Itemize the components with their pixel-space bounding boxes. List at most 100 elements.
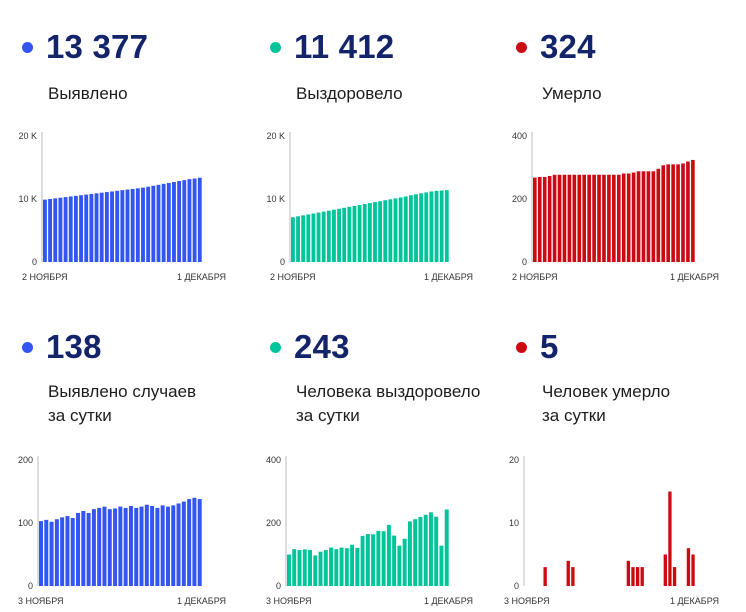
- bar: [39, 521, 43, 586]
- bar: [337, 208, 341, 262]
- bar: [49, 521, 54, 586]
- bar: [58, 197, 63, 262]
- y-tick-label: 200: [18, 455, 33, 465]
- stat-value: 243: [294, 328, 350, 365]
- bar: [318, 551, 323, 586]
- bar: [371, 534, 376, 586]
- stat-label: за сутки: [48, 406, 112, 425]
- bar: [301, 215, 306, 262]
- bar: [547, 176, 552, 262]
- y-tick-label: 200: [512, 194, 527, 204]
- bar: [135, 188, 140, 262]
- bar: [311, 213, 316, 262]
- legend-dot: [22, 42, 33, 53]
- stat-value: 5: [540, 328, 559, 365]
- y-tick-label: 10 K: [18, 194, 37, 204]
- bar: [118, 506, 123, 586]
- y-tick-label: 10: [509, 518, 519, 528]
- x-tick-label: 3 НОЯБРЯ: [18, 596, 64, 606]
- bar: [160, 505, 165, 586]
- bar: [107, 509, 112, 586]
- bar: [144, 504, 149, 586]
- bar: [321, 211, 326, 262]
- x-tick-label: 1 ДЕКАБРЯ: [670, 596, 719, 606]
- y-tick-label: 0: [514, 581, 519, 591]
- stat-label: Выявлено: [48, 84, 128, 103]
- bar: [43, 199, 47, 262]
- bar: [640, 567, 644, 586]
- bar: [444, 509, 449, 586]
- bar: [418, 517, 423, 586]
- bar: [139, 506, 144, 586]
- y-tick-label: 200: [266, 518, 281, 528]
- bar: [562, 174, 567, 262]
- y-tick-label: 100: [18, 518, 33, 528]
- bar: [533, 177, 537, 262]
- legend-dot: [22, 342, 33, 353]
- bar: [602, 174, 606, 262]
- bar: [182, 180, 187, 262]
- bar: [381, 531, 386, 586]
- bar: [44, 519, 49, 586]
- bar: [537, 176, 542, 262]
- bar: [439, 190, 444, 262]
- bar: [177, 181, 182, 262]
- bar: [414, 194, 418, 262]
- bar: [334, 549, 339, 586]
- bar: [373, 202, 377, 262]
- y-tick-label: 20: [509, 455, 519, 465]
- bar: [686, 548, 691, 586]
- bar: [651, 171, 656, 262]
- bar: [626, 560, 630, 586]
- bar: [635, 567, 640, 586]
- bar: [444, 190, 449, 262]
- stat-label: Выздоровело: [296, 84, 403, 103]
- bar: [626, 173, 631, 263]
- bar: [302, 549, 307, 586]
- bar: [567, 174, 572, 262]
- bar: [329, 547, 334, 586]
- bar: [115, 190, 120, 262]
- bar: [97, 507, 102, 586]
- bar: [332, 209, 336, 262]
- bar: [439, 545, 444, 586]
- bar: [543, 567, 547, 586]
- bar: [125, 189, 130, 262]
- bar: [582, 174, 587, 262]
- y-tick-label: 20 K: [266, 131, 285, 141]
- stat-label: Умерло: [542, 84, 602, 103]
- x-tick-label: 1 ДЕКАБРЯ: [670, 272, 719, 282]
- bar: [104, 192, 109, 262]
- bar: [166, 182, 171, 262]
- stat-value: 324: [540, 28, 596, 65]
- y-tick-label: 400: [266, 455, 281, 465]
- y-tick-label: 10 K: [266, 194, 285, 204]
- bar: [197, 499, 202, 586]
- bar: [99, 192, 104, 262]
- bar: [413, 519, 418, 586]
- bar: [155, 507, 160, 586]
- bar: [429, 191, 434, 262]
- bar: [646, 171, 651, 262]
- legend-dot: [270, 42, 281, 53]
- bar: [151, 185, 156, 262]
- bar: [552, 174, 557, 262]
- bar: [397, 545, 402, 586]
- bar: [128, 505, 133, 586]
- bar: [597, 174, 601, 262]
- bar: [434, 516, 439, 586]
- stat-label: Человека выздоровело: [296, 382, 481, 401]
- bar: [84, 194, 89, 262]
- bar: [54, 519, 59, 586]
- bar: [631, 172, 636, 262]
- bar: [165, 506, 170, 586]
- bar: [68, 196, 73, 262]
- bar: [291, 217, 295, 262]
- stat-value: 13 377: [46, 28, 149, 65]
- bar: [297, 550, 302, 586]
- bar: [292, 549, 297, 586]
- bar: [383, 200, 388, 262]
